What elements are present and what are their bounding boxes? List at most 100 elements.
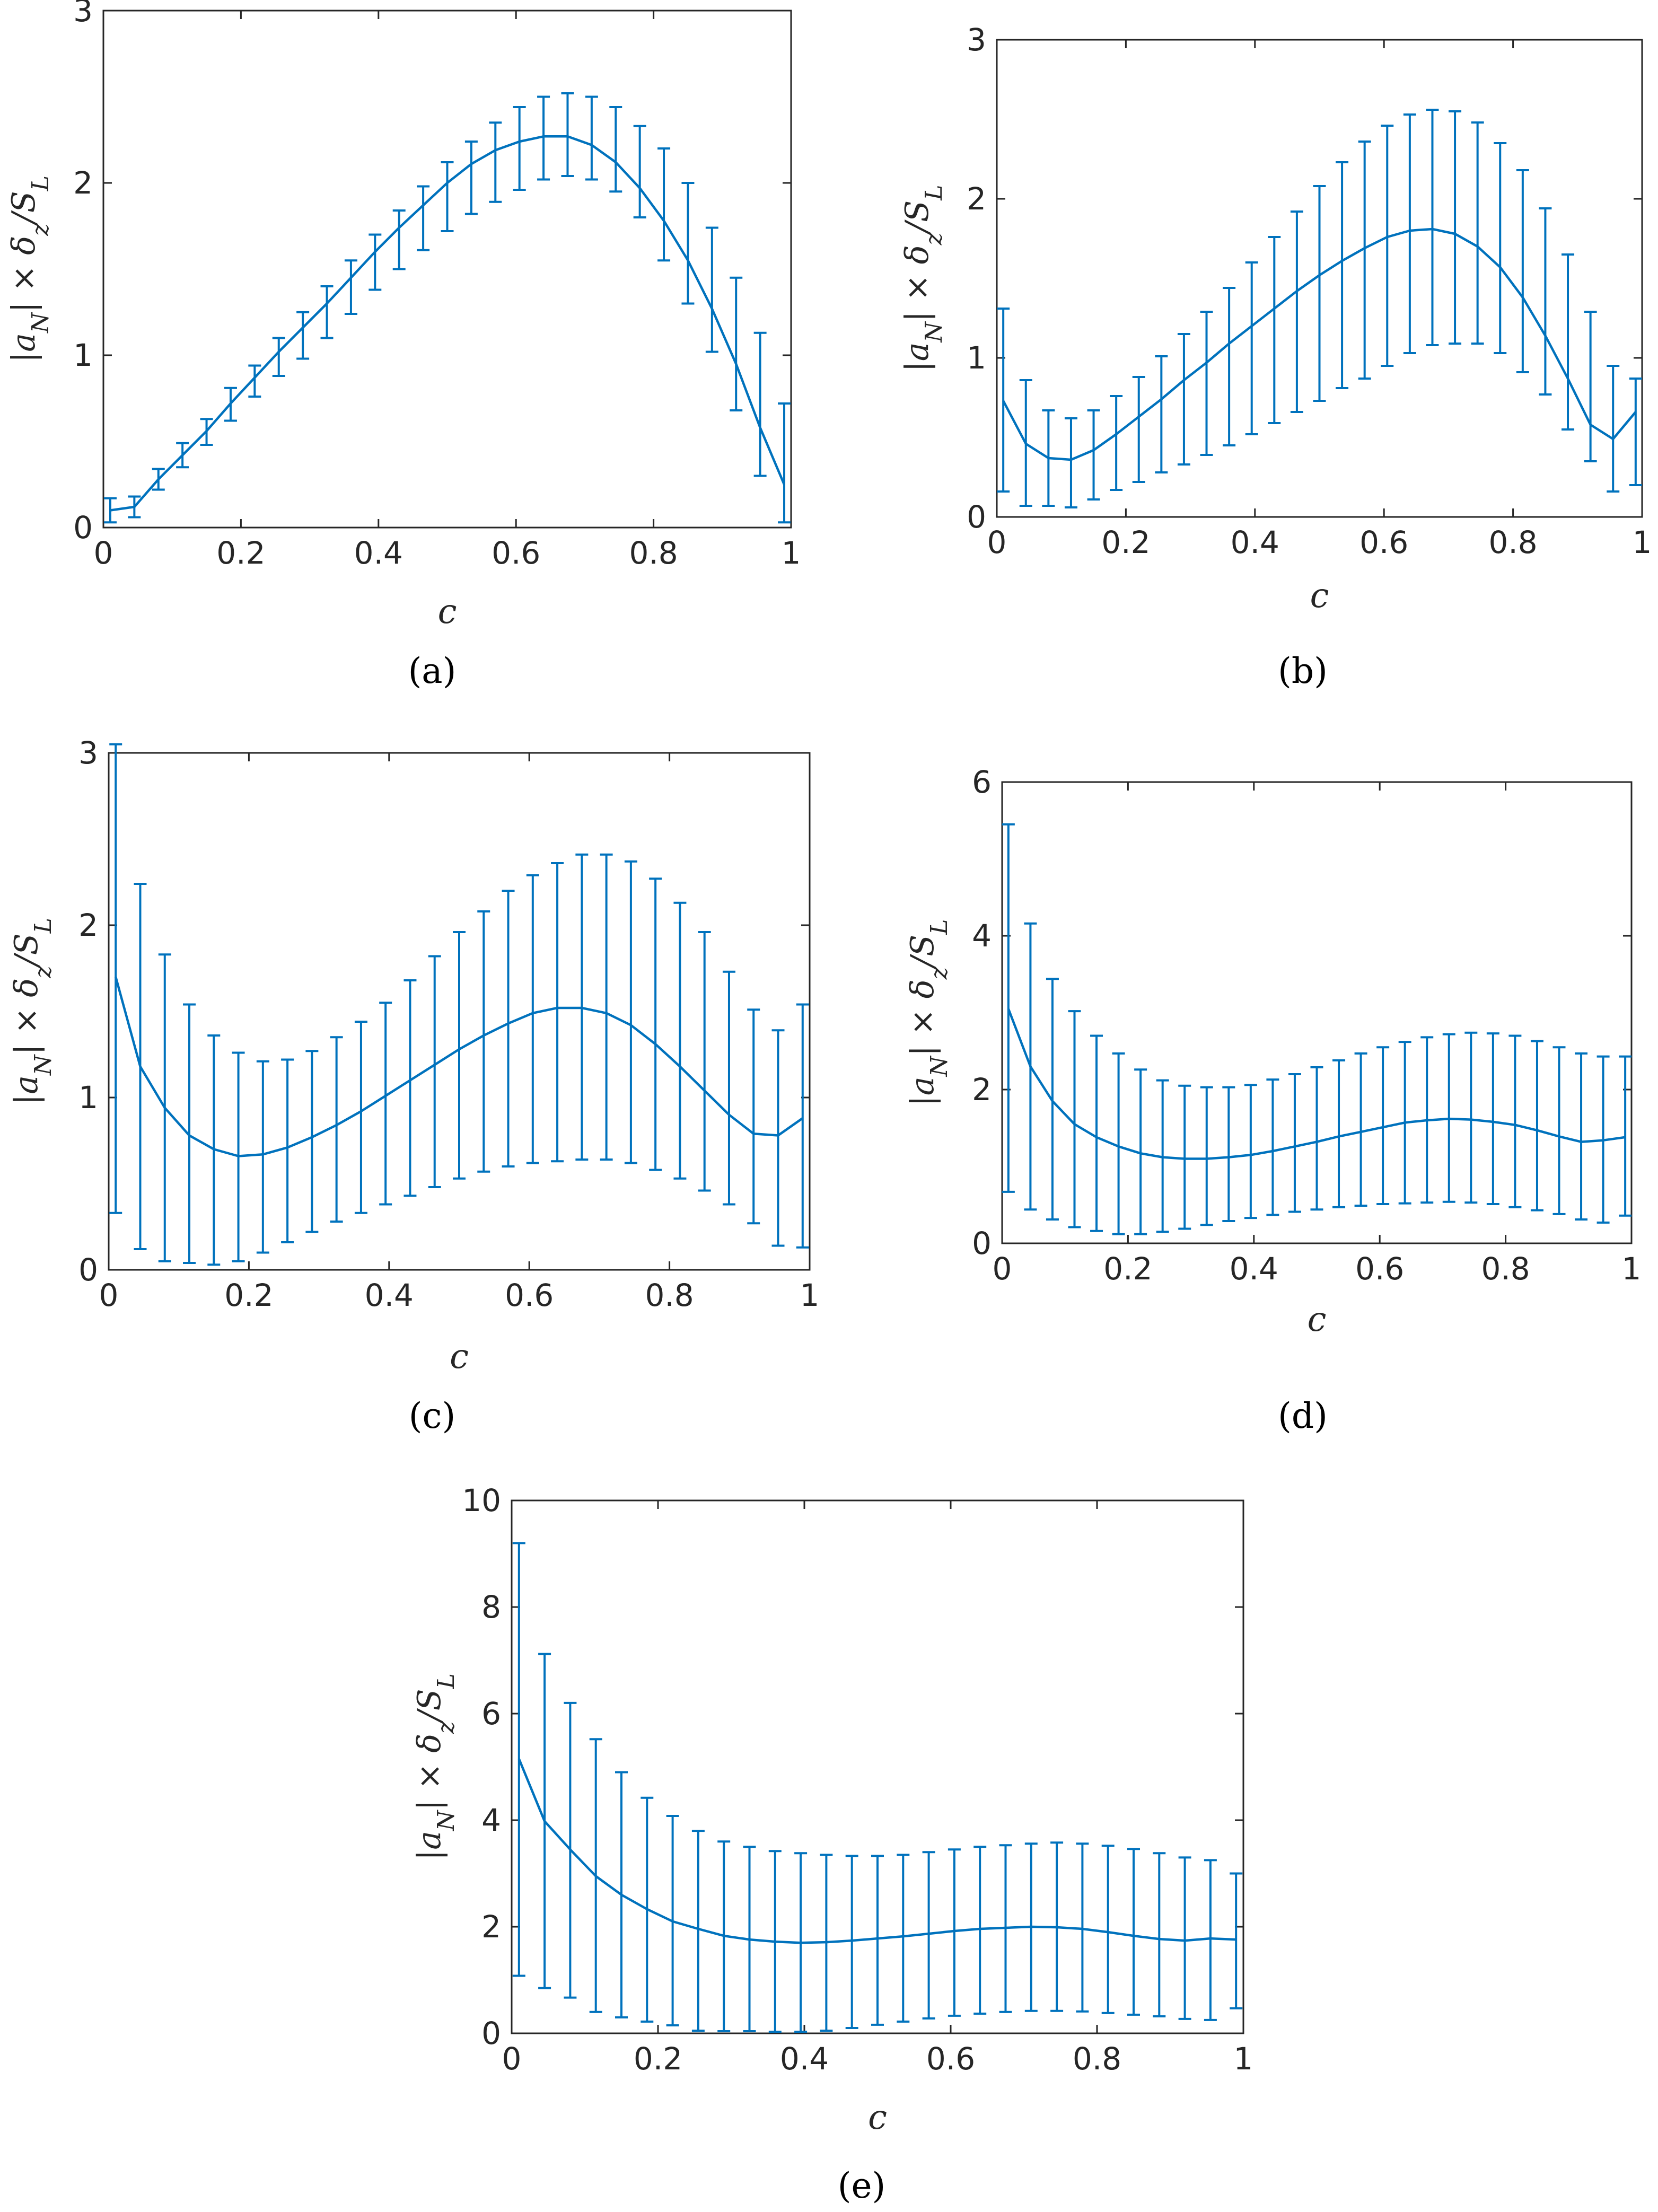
error-bar (477, 910, 490, 1173)
error-bar (1354, 1052, 1367, 1207)
error-bar (256, 1060, 269, 1254)
error-bar (1127, 1848, 1140, 2016)
error-bar (428, 955, 441, 1188)
x-axis-label: c (1308, 1300, 1327, 1339)
y-tick-label: 2 (73, 165, 93, 201)
error-bar (1177, 333, 1190, 466)
error-bar (1268, 236, 1281, 424)
error-bar (1223, 287, 1236, 446)
error-bar (1530, 1040, 1543, 1212)
error-bar (1629, 378, 1642, 486)
error-bar (1619, 1055, 1632, 1217)
error-bar (513, 106, 526, 191)
x-tick-label: 1 (782, 535, 801, 571)
error-bar (272, 337, 285, 377)
error-bar (369, 233, 382, 291)
error-bar (1288, 1073, 1301, 1213)
error-bar (1112, 1052, 1125, 1235)
error-bar (1064, 417, 1077, 508)
error-bar (753, 331, 767, 477)
error-bar (296, 311, 310, 360)
error-bar (551, 862, 564, 1163)
error-bar (1561, 253, 1575, 431)
error-bar (1244, 1084, 1257, 1219)
error-bar (1222, 1086, 1235, 1222)
x-tick-label: 0.2 (634, 2041, 682, 2077)
y-tick-label: 6 (972, 764, 992, 800)
error-bar (1087, 409, 1100, 501)
y-axis-label: |aN| × δz/SL (899, 185, 948, 372)
x-axis-label: c (1310, 576, 1329, 616)
y-tick-label: 2 (972, 1072, 992, 1108)
error-bar (1200, 1086, 1213, 1226)
error-bar (1376, 1046, 1390, 1206)
y-tick-label: 2 (967, 181, 986, 217)
plot-frame (108, 752, 811, 1271)
error-bar (698, 931, 711, 1192)
error-bar (1471, 121, 1484, 345)
y-tick-label: 6 (481, 1696, 501, 1732)
error-bar (1245, 261, 1258, 435)
error-bar (1516, 169, 1529, 373)
error-bar (1494, 142, 1507, 354)
x-axis-label: c (868, 2098, 887, 2137)
error-bar (453, 931, 466, 1180)
error-bar (997, 308, 1010, 493)
error-bar (1230, 1872, 1243, 2009)
error-bar (1134, 1068, 1147, 1235)
x-tick-label: 0.8 (645, 1277, 694, 1313)
error-bar (305, 1050, 319, 1233)
error-bar (1464, 1031, 1478, 1204)
x-tick-label: 0.8 (1073, 2041, 1121, 2077)
error-bar (1101, 1845, 1115, 2014)
x-axis-label: c (438, 592, 457, 631)
x-tick-label: 0.4 (780, 2041, 829, 2077)
error-bar (526, 874, 539, 1164)
y-tick-label: 4 (972, 918, 992, 954)
error-bar (464, 141, 478, 215)
error-bar (489, 121, 502, 203)
error-bar (1068, 1010, 1081, 1228)
error-bar (502, 890, 515, 1168)
error-bar (1575, 1052, 1588, 1221)
error-bar (1204, 1859, 1217, 2021)
x-tick-label: 1 (800, 1277, 820, 1313)
mean-series-line (110, 135, 786, 512)
y-axis-label: |aN| × δz/SL (411, 1673, 460, 1860)
caption-c: (c) (409, 1395, 455, 1436)
error-bar (1155, 355, 1168, 473)
error-bar (1132, 376, 1145, 483)
error-bar (845, 1855, 858, 2029)
x-tick-label: 0.6 (926, 2041, 975, 2077)
error-bar (633, 125, 646, 218)
x-tick-label: 0.2 (1101, 524, 1150, 560)
x-tick-label: 1 (1622, 1251, 1642, 1287)
error-bar (1110, 395, 1123, 491)
error-bar (691, 1830, 705, 2032)
y-tick-label: 3 (78, 735, 98, 771)
y-tick-label: 10 (462, 1482, 501, 1518)
x-tick-label: 0.4 (1231, 524, 1279, 560)
error-bar (771, 1029, 785, 1247)
y-axis-label: |aN| × δz/SL (904, 919, 953, 1107)
x-tick-label: 0 (94, 535, 113, 571)
x-tick-label: 0.6 (1355, 1251, 1404, 1287)
error-bar (973, 1846, 987, 2015)
error-bar (1403, 113, 1416, 354)
y-tick-label: 1 (73, 337, 93, 373)
error-bar (1358, 141, 1371, 380)
error-bar (1381, 125, 1394, 367)
error-bar (354, 1021, 367, 1214)
error-bar (778, 402, 791, 524)
y-axis-label: |aN| × δz/SL (5, 175, 54, 363)
x-tick-label: 0.2 (224, 1277, 273, 1313)
error-bar (1332, 1059, 1346, 1208)
mean-series-line (115, 976, 804, 1157)
error-bar (1076, 1842, 1089, 2013)
error-bar (1178, 1856, 1191, 2020)
error-bar (1584, 311, 1597, 462)
caption-b: (b) (1278, 651, 1328, 691)
error-bar (1178, 1084, 1191, 1230)
x-tick-label: 0.6 (492, 535, 540, 571)
